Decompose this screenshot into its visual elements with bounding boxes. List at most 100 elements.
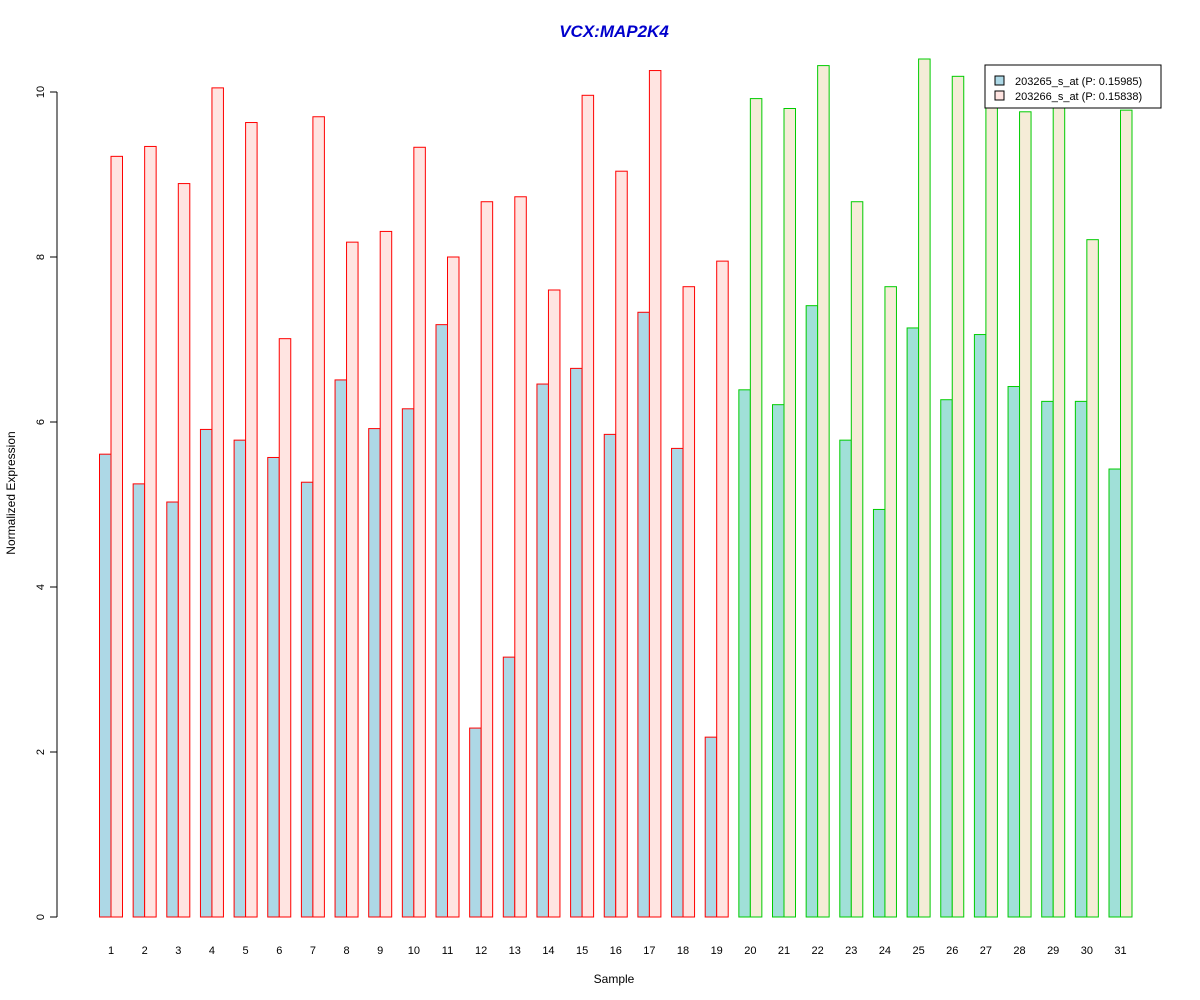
x-tick-label: 22 — [812, 945, 824, 957]
bar-series-2 — [480, 201, 494, 918]
bar-series-2 — [951, 75, 965, 918]
legend-label-series-2: 203266_s_at (P: 0.15838) — [1015, 91, 1142, 103]
bar-series-2 — [1019, 111, 1032, 918]
bar-series-2 — [716, 260, 729, 918]
x-tick-label: 9 — [377, 945, 383, 957]
bar-series-2 — [110, 155, 123, 918]
bar-series-2 — [514, 196, 527, 918]
bar-series-1 — [1041, 400, 1054, 918]
bar-series-2 — [211, 87, 224, 918]
bar-series-1 — [906, 327, 920, 918]
bar-series-2 — [783, 108, 796, 918]
x-tick-label: 13 — [509, 945, 521, 957]
x-tick-label: 17 — [643, 945, 655, 957]
y-tick-label: 0 — [35, 914, 47, 920]
bar-series-2 — [547, 289, 561, 918]
x-tick-label: 5 — [243, 945, 249, 957]
x-tick-label: 11 — [442, 945, 453, 957]
x-tick-label: 18 — [677, 945, 689, 957]
x-tick-label: 1 — [108, 945, 114, 957]
x-tick-label: 26 — [946, 945, 958, 957]
legend: 203265_s_at (P: 0.15985) 203266_s_at (P:… — [984, 64, 1162, 109]
bar-series-1 — [603, 433, 617, 918]
y-tick-label: 6 — [35, 419, 47, 425]
bar-series-2 — [413, 146, 426, 918]
bar-series-1 — [166, 501, 179, 918]
bars — [99, 58, 1133, 918]
x-tick-label: 12 — [475, 945, 487, 957]
x-tick-label: 8 — [343, 945, 349, 957]
x-tick-label: 27 — [980, 945, 992, 957]
bar-series-2 — [918, 58, 931, 918]
bar-series-1 — [805, 305, 819, 918]
legend-box — [984, 64, 1162, 109]
chart-title: VCX:MAP2K4 — [559, 22, 669, 41]
bar-series-1 — [502, 656, 516, 918]
bar-series-2 — [312, 116, 325, 918]
x-tick-label: 14 — [542, 945, 554, 957]
bar-series-2 — [1086, 239, 1099, 918]
bar-series-2 — [177, 183, 191, 918]
bar-series-2 — [615, 170, 628, 918]
y-tick-label: 10 — [35, 86, 47, 98]
x-tick-label: 30 — [1081, 945, 1093, 957]
bar-series-1 — [738, 389, 751, 918]
bar-series-2 — [1120, 109, 1133, 918]
bar-series-1 — [469, 727, 482, 918]
x-tick-label: 4 — [209, 945, 215, 957]
bar-series-2 — [447, 256, 460, 918]
bar-series-2 — [581, 94, 595, 918]
y-axis-label: Normalized Expression — [4, 431, 18, 554]
bar-series-1 — [401, 408, 415, 918]
x-tick-label: 3 — [175, 945, 181, 957]
bar-series-1 — [132, 483, 146, 918]
bar-series-1 — [199, 428, 213, 918]
x-tick-label: 16 — [610, 945, 622, 957]
y-axis: 0 2 4 6 8 10 — [35, 86, 58, 920]
legend-swatch-series-2 — [994, 90, 1005, 101]
bar-series-1 — [99, 453, 112, 918]
x-axis-label: Sample — [594, 972, 635, 986]
bar-series-1 — [368, 428, 381, 918]
bar-series-1 — [973, 334, 987, 918]
bar-series-1 — [772, 404, 785, 918]
x-tick-label: 31 — [1114, 945, 1126, 957]
x-tick-label: 25 — [912, 945, 924, 957]
x-tick-label: 29 — [1047, 945, 1059, 957]
bar-series-2 — [245, 122, 258, 918]
bar-series-1 — [300, 481, 314, 918]
x-tick-label: 7 — [310, 945, 316, 957]
x-tick-label: 2 — [142, 945, 148, 957]
bar-series-2 — [850, 201, 864, 918]
y-tick-label: 2 — [35, 749, 47, 755]
bar-series-1 — [940, 399, 953, 918]
bar-series-2 — [884, 286, 897, 918]
x-tick-label: 6 — [276, 945, 282, 957]
legend-label-series-1: 203265_s_at (P: 0.15985) — [1015, 76, 1142, 88]
bar-series-1 — [839, 439, 852, 918]
bar-series-1 — [704, 736, 718, 918]
x-tick-label: 23 — [845, 945, 857, 957]
bar-series-2 — [1052, 103, 1066, 918]
bar-series-1 — [1108, 468, 1121, 918]
bar-series-1 — [1074, 400, 1088, 918]
bar-series-2 — [144, 145, 157, 918]
x-tick-labels: 1 2 3 4 5 6 7 8 9 10 11 12 13 14 15 16 17 18 19 20 21 22 23 24 2… — [108, 945, 1127, 957]
bar-series-1 — [637, 311, 650, 918]
bar-series-1 — [872, 508, 886, 918]
bar-series-1 — [536, 383, 549, 918]
x-tick-label: 28 — [1013, 945, 1025, 957]
bar-series-1 — [671, 447, 684, 918]
bar-series-2 — [379, 230, 393, 918]
bar-series-1 — [1007, 386, 1021, 918]
bar-series-1 — [267, 456, 280, 918]
y-tick-label: 4 — [35, 584, 47, 590]
x-tick-label: 20 — [744, 945, 756, 957]
y-tick-label: 8 — [35, 254, 47, 260]
x-tick-label: 21 — [778, 945, 790, 957]
x-tick-label: 10 — [408, 945, 420, 957]
bar-series-1 — [570, 367, 583, 918]
bar-series-2 — [278, 338, 292, 918]
bar-series-2 — [985, 101, 998, 918]
